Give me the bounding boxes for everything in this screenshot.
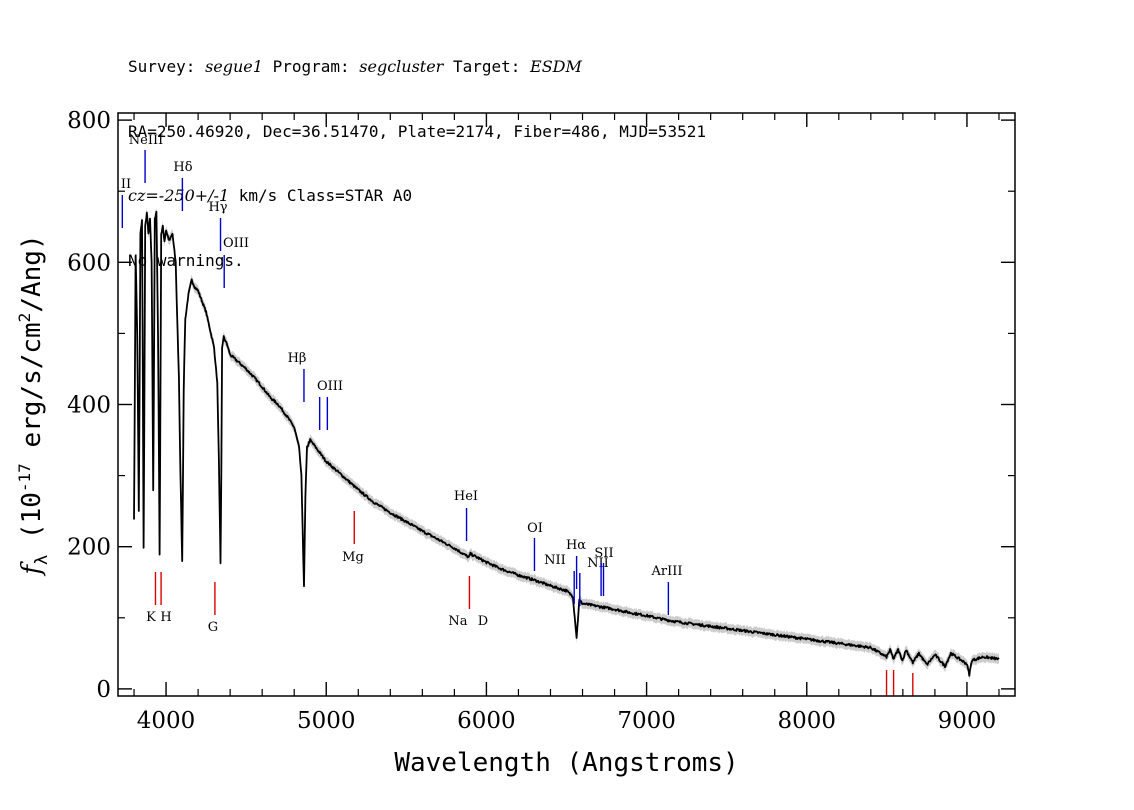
emission-line-label: SII xyxy=(594,546,613,561)
emission-line-label: Hγ xyxy=(208,200,227,215)
x-tick-label: 7000 xyxy=(617,708,676,734)
emission-line-label: HeI xyxy=(454,489,478,504)
y-axis-title-part: -17 xyxy=(15,463,34,492)
cz-label: cz= xyxy=(128,186,159,205)
absorption-line-label: D xyxy=(478,614,488,629)
x-tick-label: 5000 xyxy=(297,708,356,734)
y-tick-label: 800 xyxy=(67,108,111,134)
y-axis-title-part: erg/s/cm xyxy=(17,322,47,463)
absorption-line-label: H xyxy=(160,610,171,625)
x-tick-label: 8000 xyxy=(777,708,836,734)
cz-value: -250+/-1 xyxy=(158,186,230,205)
class-text: km/s Class=STAR A0 xyxy=(229,186,413,205)
y-tick-label: 200 xyxy=(67,535,111,561)
x-tick-label: 6000 xyxy=(457,708,516,734)
plot-frame xyxy=(117,112,1016,697)
line-markers-group: IINeIIIHδHγOIIIHβOIIIHeIOINIIHαNIISIIArI… xyxy=(121,133,914,696)
y-axis-title-part: /Ang) xyxy=(17,234,47,312)
program-label: Program: xyxy=(262,57,360,76)
y-axis-title-part: (10 xyxy=(17,492,47,555)
target-value: ESDM xyxy=(530,57,582,76)
emission-line-label: NII xyxy=(544,553,566,568)
y-tick-label: 600 xyxy=(67,250,111,276)
x-tick-label: 4000 xyxy=(137,708,196,734)
header-line-survey: Survey: segue1 Program: segcluster Targe… xyxy=(128,56,706,78)
axis-ticks-group: 4000 5000 6000 7000 8000 9000 0 200 400 600 800 xyxy=(67,108,1015,734)
header-line-coordinates: RA=250.46920, Dec=36.51470, Plate=2174, … xyxy=(128,121,706,141)
absorption-line-label: Na xyxy=(448,614,467,629)
target-label: Target: xyxy=(443,57,531,76)
x-tick-label: 9000 xyxy=(938,708,997,734)
emission-line-label: Hβ xyxy=(288,351,307,366)
emission-line-label: NeIII xyxy=(129,133,163,148)
spectrum-line xyxy=(133,210,1000,677)
x-axis-title: Wavelength (Angstroms) xyxy=(394,748,738,778)
absorption-line-label: G xyxy=(208,620,218,635)
emission-line-label: OI xyxy=(527,521,543,536)
absorption-line-label: Mg xyxy=(342,550,364,565)
emission-line-label: OIII xyxy=(317,379,343,394)
y-axis-title-part: 2 xyxy=(15,313,34,323)
emission-line-label: Hδ xyxy=(173,160,192,175)
error-band-group xyxy=(134,206,999,681)
y-axis-title-part: λ xyxy=(32,555,52,565)
spectrum-line-group xyxy=(133,210,1000,677)
spectrum-header: Survey: segue1 Program: segcluster Targe… xyxy=(128,13,706,293)
emission-line-label: ArIII xyxy=(650,564,682,579)
emission-line-label: II xyxy=(121,177,131,192)
emission-line-label: Hα xyxy=(566,538,586,553)
survey-value: segue1 xyxy=(205,57,263,76)
emission-line-label: OIII xyxy=(223,236,249,251)
program-value: segcluster xyxy=(359,57,444,76)
y-tick-label: 400 xyxy=(67,393,111,419)
y-tick-label: 0 xyxy=(96,677,111,703)
absorption-line-label: K xyxy=(146,610,156,625)
survey-label: Survey: xyxy=(128,57,206,76)
header-line-redshift: cz=-250+/-1 km/s Class=STAR A0 xyxy=(128,185,706,207)
error-band xyxy=(134,206,999,681)
y-axis-title: fλ (10-17 erg/s/cm2/Ang) xyxy=(15,234,52,576)
